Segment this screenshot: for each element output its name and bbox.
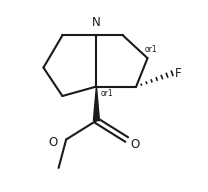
Text: N: N bbox=[92, 16, 101, 29]
Polygon shape bbox=[93, 87, 99, 121]
Text: F: F bbox=[175, 67, 182, 80]
Text: O: O bbox=[130, 138, 140, 151]
Text: or1: or1 bbox=[145, 45, 157, 54]
Text: O: O bbox=[48, 136, 58, 149]
Text: or1: or1 bbox=[100, 89, 113, 98]
